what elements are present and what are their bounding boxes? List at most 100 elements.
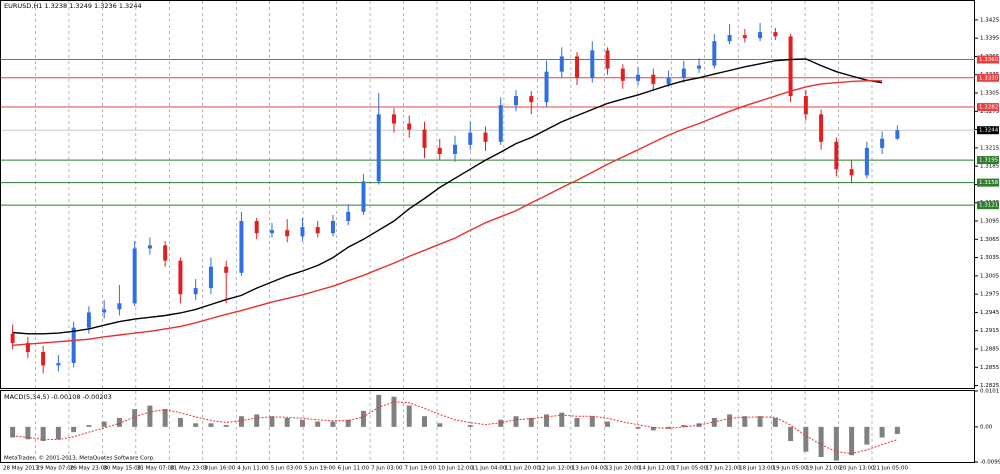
current-price-box: [977, 126, 999, 135]
macd-bar: [269, 416, 275, 427]
x-tick-label: 11 Jun 20:00: [505, 466, 540, 472]
macd-bar: [254, 414, 260, 427]
candle-body: [620, 68, 625, 81]
macd-tick-label: 0.0101: [980, 389, 999, 395]
y-tick-label: 1.3035: [980, 255, 1000, 261]
candle-body: [544, 71, 549, 103]
candle-body: [132, 248, 137, 304]
candle-body: [697, 65, 702, 69]
candle-body: [803, 96, 808, 115]
macd-bar: [284, 417, 290, 427]
candle-body: [300, 227, 305, 237]
y-tick-label: 1.3185: [980, 164, 1000, 170]
y-tick-label: 1.3275: [980, 109, 1000, 115]
macd-bar: [666, 426, 672, 429]
macd-bar: [330, 421, 336, 427]
x-tick-label: 19 Jun 21:00: [806, 466, 841, 472]
candle-body: [819, 114, 824, 142]
candle-body: [25, 342, 30, 353]
x-tick-label: 21 Jun 05:00: [873, 466, 908, 472]
x-tick-label: 7 Jun 19:00: [405, 466, 437, 472]
level-label-box: [977, 55, 999, 64]
x-tick-label: 28 May 2013: [3, 466, 39, 472]
candle-body: [468, 132, 473, 145]
macd-bar: [208, 423, 214, 427]
x-tick-label: 3 Jun 16:00: [204, 466, 236, 472]
macd-bar: [544, 414, 550, 427]
x-tick-label: 18 Jun 13:00: [739, 466, 774, 472]
macd-bar: [650, 426, 656, 431]
candle-body: [559, 56, 564, 72]
candle-body: [41, 352, 46, 366]
macd-bar: [177, 417, 183, 427]
x-tick-label: 17 Jun 05:00: [672, 466, 707, 472]
macd-title: MACD(5,34,5) -0.00108 -0.00203: [4, 393, 112, 401]
y-tick-label: 1.3095: [980, 219, 1000, 225]
candle-body: [193, 288, 198, 295]
candle-body: [224, 266, 229, 273]
candle-body: [147, 245, 152, 249]
x-tick-label: 4 Jun 11:00: [237, 466, 269, 472]
macd-bar: [681, 425, 687, 427]
x-tick-label: 5 Jun 03:00: [271, 466, 303, 472]
candle-body: [391, 114, 396, 124]
macd-bar: [849, 426, 855, 456]
macd-bar: [116, 417, 122, 427]
x-tick-label: 29 May 23:00: [70, 466, 108, 472]
macd-bar: [147, 405, 153, 427]
y-tick-label: 1.2855: [980, 365, 1000, 371]
macd-bar: [86, 425, 92, 427]
candle-body: [56, 363, 61, 366]
x-tick-label: 31 May 23:00: [170, 466, 208, 472]
candle-body: [590, 50, 595, 78]
candle-body: [86, 312, 91, 328]
y-tick-label: 1.3005: [980, 273, 1000, 279]
candle-body: [514, 96, 519, 106]
x-tick-label: 31 May 07:00: [137, 466, 175, 472]
macd-bar: [132, 409, 138, 427]
x-tick-label: 12 Jun 12:00: [538, 466, 573, 472]
macd-bar: [25, 426, 31, 440]
macd-bar: [833, 426, 839, 461]
x-tick-label: 10 Jun 12:00: [438, 466, 473, 472]
macd-bar: [55, 426, 61, 440]
macd-bar: [574, 417, 580, 427]
macd-bar: [391, 396, 397, 427]
macd-bar: [696, 423, 702, 427]
candle-body: [346, 211, 351, 222]
macd-bar: [818, 426, 824, 458]
level-label-box: [977, 73, 999, 82]
x-tick-label: 13 Jun 20:00: [605, 466, 640, 472]
candle-body: [239, 221, 244, 273]
y-tick-label: 1.2915: [980, 328, 1000, 334]
macd-bar: [727, 414, 733, 427]
macd-bar: [299, 419, 305, 427]
candle-body: [834, 141, 839, 170]
macd-bar: [742, 416, 748, 427]
macd-bar: [803, 426, 809, 452]
candle-body: [437, 147, 442, 154]
macd-bar: [360, 410, 366, 427]
candle-body: [361, 181, 366, 212]
macd-bar: [635, 426, 641, 429]
macd-bar: [864, 426, 870, 445]
y-tick-label: 1.2945: [980, 310, 1000, 316]
macd-bar: [894, 426, 900, 434]
macd-bar: [498, 419, 504, 427]
macd-bar: [879, 426, 885, 438]
macd-bar: [101, 421, 107, 427]
candle-body: [636, 74, 641, 81]
y-tick-label: 1.3425: [980, 17, 1000, 23]
level-label: 1.3121: [979, 203, 998, 209]
macd-bar: [757, 416, 763, 427]
candle-body: [681, 68, 686, 78]
x-tick-label: 30 May 15:00: [103, 466, 141, 472]
candle-body: [788, 36, 793, 97]
candle-body: [849, 169, 854, 176]
macd-bar: [345, 419, 351, 427]
macd-bar: [406, 405, 412, 427]
candle-body: [178, 260, 183, 295]
level-label: 1.3195: [979, 158, 999, 164]
candle-body: [71, 327, 76, 364]
